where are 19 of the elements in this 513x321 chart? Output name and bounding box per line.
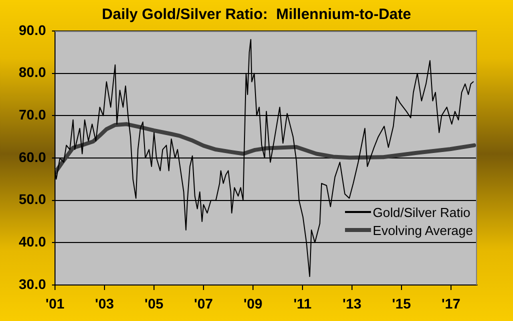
x-tick-label: '17 bbox=[442, 295, 461, 312]
y-tick-label: 50.0 bbox=[18, 191, 46, 208]
x-tick-label: '05 bbox=[144, 295, 164, 312]
y-tick-label: 90.0 bbox=[18, 22, 46, 38]
y-tick-label: 60.0 bbox=[18, 148, 46, 165]
x-tick-label: '11 bbox=[293, 295, 312, 312]
legend-label: Gold/Silver Ratio bbox=[372, 204, 470, 220]
x-tick-label: '03 bbox=[95, 295, 114, 312]
y-tick-label: 30.0 bbox=[18, 276, 46, 292]
x-tick-label: '15 bbox=[392, 295, 412, 312]
y-tick-label: 70.0 bbox=[18, 106, 46, 123]
x-tick-label: '01 bbox=[46, 295, 65, 312]
chart-title: Daily Gold/Silver Ratio: Millennium-to-Date bbox=[100, 6, 412, 23]
x-tick-label: '07 bbox=[194, 295, 214, 312]
x-tick-label: '13 bbox=[342, 295, 362, 312]
y-tick-label: 40.0 bbox=[18, 234, 46, 250]
legend-label: Evolving Average bbox=[372, 222, 473, 238]
x-tick-label: '09 bbox=[244, 295, 263, 312]
y-tick-label: 80.0 bbox=[18, 64, 46, 80]
